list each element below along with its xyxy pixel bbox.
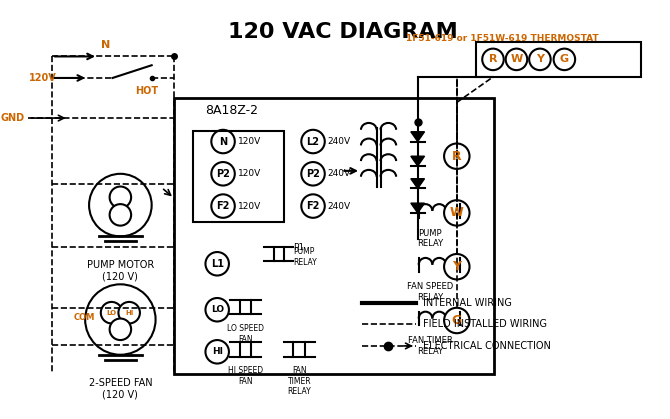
Text: 240V: 240V [328,202,351,211]
Text: FIELD INSTALLED WIRING: FIELD INSTALLED WIRING [423,319,547,329]
Circle shape [206,340,229,364]
Circle shape [444,143,470,169]
Circle shape [110,318,131,340]
Bar [476,42,641,77]
Circle shape [211,130,234,153]
Circle shape [110,204,131,226]
Text: Y: Y [536,54,544,65]
Text: L2: L2 [307,137,320,147]
Bar [193,131,283,222]
Circle shape [206,298,229,321]
Text: HI SPEED
FAN: HI SPEED FAN [228,367,263,386]
Circle shape [444,254,470,279]
Text: HOT: HOT [135,86,158,96]
Circle shape [506,49,527,70]
Bar [174,98,494,374]
Polygon shape [411,178,425,189]
Text: W: W [450,207,464,220]
Circle shape [529,49,551,70]
Text: LO: LO [107,310,117,316]
Text: INTERNAL WIRING: INTERNAL WIRING [423,298,511,308]
Text: FAN TIMER
RELAY: FAN TIMER RELAY [408,336,453,356]
Text: R: R [452,150,462,163]
Polygon shape [411,156,425,166]
Circle shape [110,186,131,208]
Text: G: G [452,314,462,327]
Text: 240V: 240V [328,169,351,178]
Circle shape [444,200,470,226]
Text: L1: L1 [210,259,224,269]
Circle shape [206,252,229,276]
Text: PUMP
RELAY: PUMP RELAY [417,229,444,248]
Text: P1: P1 [293,243,305,252]
Text: PUMP
RELAY: PUMP RELAY [293,247,317,266]
Text: HI: HI [125,310,133,316]
Circle shape [119,302,140,323]
Text: FAN
TIMER
RELAY: FAN TIMER RELAY [287,367,312,396]
Text: 8A18Z-2: 8A18Z-2 [206,104,259,117]
Text: LO SPEED
FAN: LO SPEED FAN [227,324,264,344]
Text: F2: F2 [216,201,230,211]
Text: N: N [219,137,227,147]
Polygon shape [411,203,425,213]
Text: P2: P2 [216,169,230,179]
Text: COM: COM [74,313,94,322]
Circle shape [211,162,234,186]
Text: 1F51-619 or 1F51W-619 THERMOSTAT: 1F51-619 or 1F51W-619 THERMOSTAT [406,34,598,43]
Text: 2-SPEED FAN
(120 V): 2-SPEED FAN (120 V) [88,378,152,400]
Text: 120V: 120V [28,73,56,83]
Circle shape [89,174,151,236]
Circle shape [302,162,325,186]
Polygon shape [411,132,425,142]
Text: P2: P2 [306,169,320,179]
Text: W: W [511,54,523,65]
Circle shape [444,308,470,333]
Circle shape [482,49,504,70]
Text: G: G [560,54,569,65]
Text: N: N [101,40,111,49]
Text: R: R [488,54,497,65]
Circle shape [100,302,123,323]
Text: Y: Y [452,260,462,273]
Text: 120V: 120V [238,169,261,178]
Text: 120V: 120V [238,202,261,211]
Text: GND: GND [1,113,25,123]
Text: PUMP MOTOR
(120 V): PUMP MOTOR (120 V) [86,260,154,282]
Text: 120V: 120V [238,137,261,146]
Circle shape [211,194,234,218]
Text: LO: LO [210,305,224,314]
Text: FAN SPEED
RELAY: FAN SPEED RELAY [407,282,454,302]
Circle shape [302,194,325,218]
Circle shape [553,49,575,70]
Text: F2: F2 [306,201,320,211]
Circle shape [85,285,155,355]
Text: 120 VAC DIAGRAM: 120 VAC DIAGRAM [228,22,457,42]
Circle shape [302,130,325,153]
Text: HI: HI [212,347,222,356]
Text: 240V: 240V [328,137,351,146]
Text: ELECTRICAL CONNECTION: ELECTRICAL CONNECTION [423,341,551,351]
